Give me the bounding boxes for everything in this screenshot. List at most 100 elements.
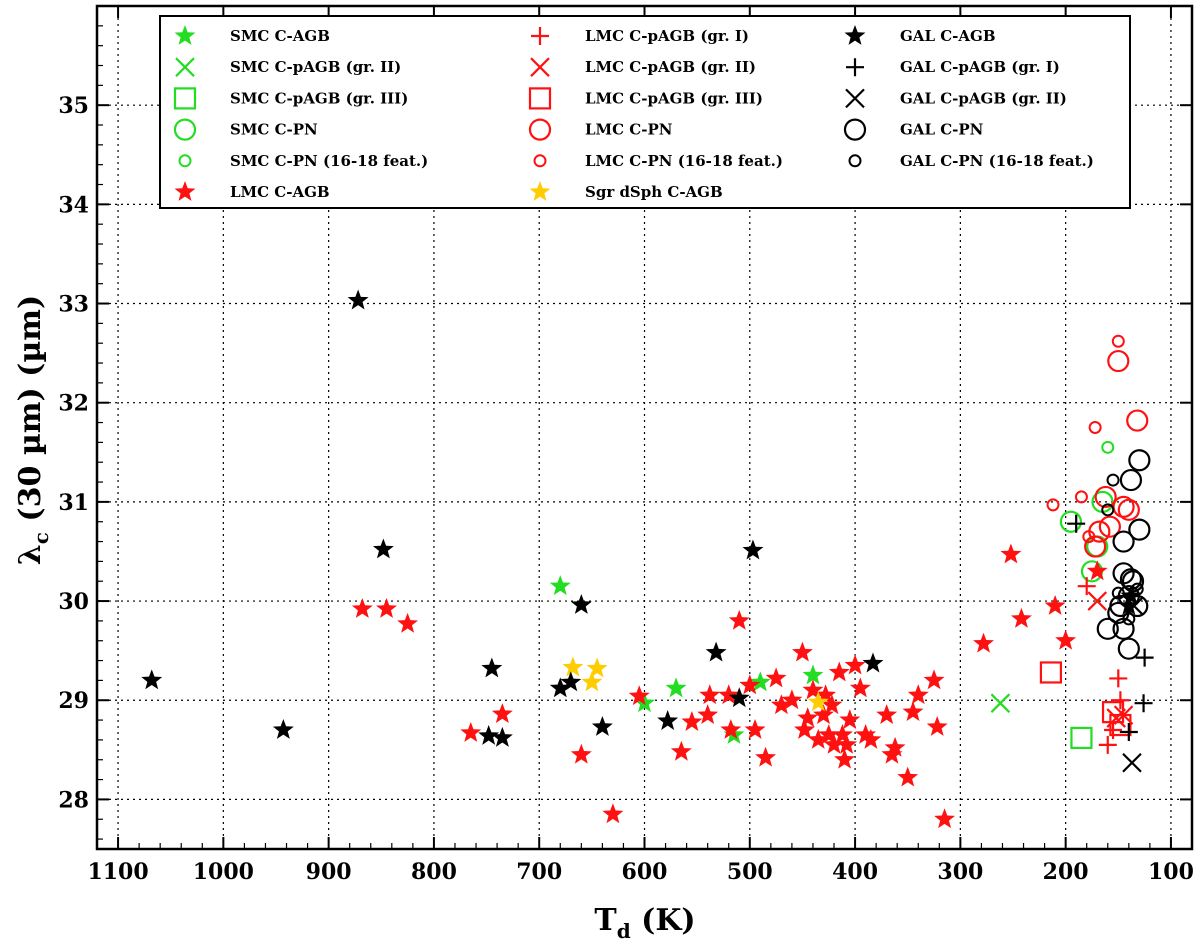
series-smc-c-pagb-gr-ii xyxy=(990,693,1011,713)
legend-label-lmc-c-pagb-gr-ii: LMC C-pAGB (gr. II) xyxy=(585,58,756,76)
data-point-gal-c-pagb-gr-i xyxy=(1067,514,1086,533)
data-point-gal-c-agb xyxy=(347,289,369,310)
legend-box xyxy=(159,15,1131,209)
data-point-lmc-c-agb xyxy=(831,723,853,744)
data-point-lmc-c-pagb-gr-ii xyxy=(1113,705,1134,725)
data-point-sgr-dsph-c-agb xyxy=(586,657,608,678)
legend-item-lmc-c-pn: LMC C-PN xyxy=(528,118,673,141)
data-point-lmc-c-agb xyxy=(602,803,624,824)
legend-marker-smc-c-agb xyxy=(174,25,196,45)
legend-label-lmc-c-agb: LMC C-AGB xyxy=(230,183,330,201)
legend-marker-gal-c-pn xyxy=(843,118,867,141)
data-point-lmc-c-agb xyxy=(821,694,843,715)
data-point-lmc-c-agb xyxy=(973,632,994,653)
y-tick-label: 34 xyxy=(58,192,89,218)
legend-marker-lmc-c-pn xyxy=(528,118,552,141)
data-point-smc-c-agb xyxy=(549,575,571,596)
data-point-lmc-c-agb xyxy=(628,685,650,706)
data-point-gal-c-pn xyxy=(1117,637,1140,660)
data-point-lmc-c-agb xyxy=(926,716,948,736)
data-point-gal-c-agb xyxy=(141,669,163,690)
x-axis-label-unit: (K) xyxy=(631,903,696,938)
legend-item-smc-c-pn-16-18-feat: SMC C-PN (16-18 feat.) xyxy=(178,152,428,170)
series-smc-c-pn-16-18-feat xyxy=(1101,440,1115,454)
data-point-gal-c-pn-16-18-feat xyxy=(1101,503,1115,517)
data-point-lmc-c-agb xyxy=(755,746,777,767)
y-axis-label-main: λ xyxy=(13,544,48,565)
data-point-lmc-c-agb xyxy=(813,704,834,725)
legend-marker-gal-c-agb xyxy=(844,25,866,45)
data-point-lmc-c-pagb-gr-i xyxy=(1098,735,1117,754)
data-point-lmc-c-pn-16-18-feat xyxy=(1046,498,1060,512)
data-point-lmc-c-agb xyxy=(839,709,861,729)
data-point-lmc-c-agb xyxy=(1086,560,1108,581)
y-tick-label: 33 xyxy=(58,292,89,318)
series-gal-c-pagb-gr-i xyxy=(1067,514,1154,741)
legend-marker-smc-c-pn-16-18-feat xyxy=(178,154,192,168)
data-point-lmc-c-agb xyxy=(770,694,792,715)
data-point-lmc-c-pagb-gr-i xyxy=(1109,669,1128,688)
data-point-lmc-c-agb xyxy=(818,723,840,744)
data-point-lmc-c-pn-16-18-feat xyxy=(1111,334,1125,348)
data-point-lmc-c-agb xyxy=(907,684,929,705)
data-point-gal-c-agb xyxy=(481,657,503,678)
legend-item-lmc-c-pagb-gr-i: LMC C-pAGB (gr. I) xyxy=(531,27,749,45)
data-point-lmc-c-agb xyxy=(739,674,761,695)
y-tick-label: 28 xyxy=(58,787,89,813)
data-point-gal-c-agb xyxy=(549,677,571,698)
data-point-sgr-dsph-c-agb xyxy=(562,656,584,677)
data-point-gal-c-agb xyxy=(742,539,764,560)
legend-item-lmc-c-pagb-gr-ii: LMC C-pAGB (gr. II) xyxy=(530,57,756,77)
data-point-lmc-c-agb xyxy=(860,728,882,749)
series-lmc-c-pagb-gr-ii xyxy=(1087,591,1134,728)
legend-label-lmc-c-pn: LMC C-PN xyxy=(585,121,673,139)
legend-item-sgr-dsph-c-agb: Sgr dSph C-AGB xyxy=(529,181,723,201)
data-point-lmc-c-agb xyxy=(855,723,877,744)
data-point-lmc-c-agb xyxy=(491,703,513,724)
data-point-smc-c-pagb-gr-iii xyxy=(1070,726,1093,750)
legend-marker-smc-c-pagb-gr-iii xyxy=(173,87,197,110)
data-point-gal-c-pagb-gr-ii xyxy=(1122,752,1142,773)
data-point-gal-c-pn xyxy=(1128,518,1151,541)
data-point-lmc-c-pn xyxy=(1117,498,1140,521)
series-lmc-c-pagb-gr-i xyxy=(1077,577,1130,754)
legend-label-lmc-c-pagb-gr-i: LMC C-pAGB (gr. I) xyxy=(585,27,749,45)
legend-item-smc-c-agb: SMC C-AGB xyxy=(174,25,330,45)
x-axis-label: Td (K) xyxy=(594,903,695,943)
data-point-gal-c-agb xyxy=(372,538,394,559)
data-point-gal-c-pn xyxy=(1096,617,1119,640)
legend-label-smc-c-pn-16-18-feat: SMC C-PN (16-18 feat.) xyxy=(230,152,428,170)
data-point-lmc-c-pagb-gr-iii xyxy=(1039,661,1063,684)
legend-label-smc-c-pagb-gr-ii: SMC C-pAGB (gr. II) xyxy=(230,58,401,76)
data-point-lmc-c-agb xyxy=(836,733,858,754)
legend-item-smc-c-pagb-gr-ii: SMC C-pAGB (gr. II) xyxy=(175,57,401,77)
x-tick-label: 900 xyxy=(306,859,352,885)
data-point-gal-c-pagb-gr-i xyxy=(1119,722,1138,741)
series-lmc-c-pn-16-18-feat xyxy=(1046,334,1125,544)
data-point-lmc-c-agb xyxy=(460,721,482,742)
legend-label-lmc-c-pn-16-18-feat: LMC C-PN (16-18 feat.) xyxy=(585,152,783,170)
data-point-lmc-c-agb xyxy=(797,707,819,727)
data-point-lmc-c-pn-16-18-feat xyxy=(1088,421,1102,434)
y-tick-label: 29 xyxy=(58,688,89,714)
data-point-gal-c-agb xyxy=(705,641,727,662)
data-point-smc-c-pn xyxy=(1059,510,1083,533)
legend-label-smc-c-pagb-gr-iii: SMC C-pAGB (gr. III) xyxy=(230,89,408,107)
legend-item-smc-c-pagb-gr-iii: SMC C-pAGB (gr. III) xyxy=(173,87,408,110)
legend-label-gal-c-agb: GAL C-AGB xyxy=(900,27,996,45)
data-point-gal-c-agb xyxy=(1120,585,1142,605)
legend-item-smc-c-pn: SMC C-PN xyxy=(173,118,318,141)
data-point-lmc-c-pagb-gr-i xyxy=(1077,577,1096,596)
axis-ticks: 1100 1000 900 800 700 600 500 400 300 200 100 28 29 3… xyxy=(58,6,1194,885)
data-point-lmc-c-agb xyxy=(934,808,956,829)
data-point-lmc-c-agb xyxy=(849,677,871,698)
legend-label-sgr-dsph-c-agb: Sgr dSph C-AGB xyxy=(585,183,723,201)
data-point-lmc-c-agb xyxy=(791,641,813,662)
data-point-gal-c-agb xyxy=(657,710,679,730)
data-point-lmc-c-pagb-gr-ii xyxy=(1087,591,1108,611)
data-point-smc-c-agb xyxy=(802,664,824,685)
data-point-lmc-c-agb xyxy=(923,669,945,690)
data-point-gal-c-agb xyxy=(491,726,513,747)
series-lmc-c-pn xyxy=(1084,349,1149,558)
data-point-lmc-c-agb xyxy=(781,689,803,710)
